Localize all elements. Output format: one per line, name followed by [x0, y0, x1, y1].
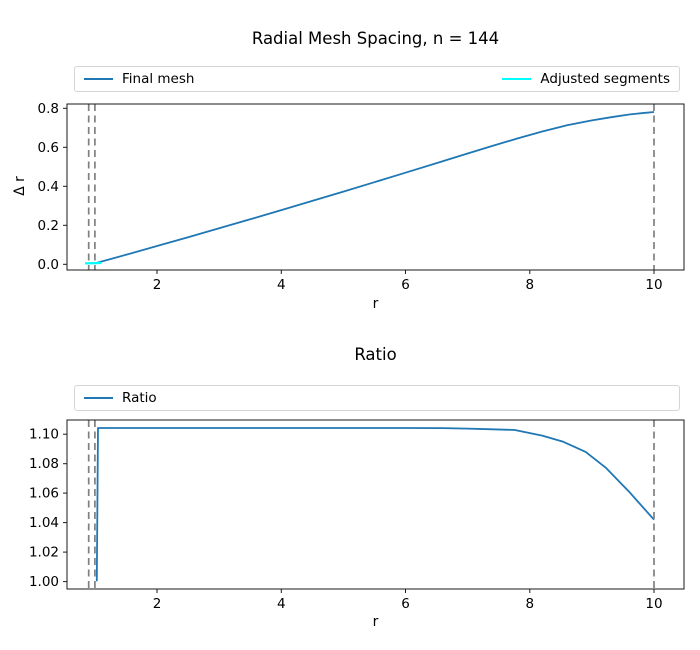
- y-tick-label: 1.02: [29, 545, 59, 561]
- x-tick-label: 4: [277, 596, 286, 612]
- legend-entry-adjusted-segments: Adjusted segments: [502, 71, 670, 87]
- x-tick-label: 8: [526, 277, 535, 293]
- x-tick-label: 2: [153, 596, 162, 612]
- radial-mesh-spacing-plot-area: 2 4 6 8 10 0.0 0.2 0.4 0.6 0.8: [38, 101, 685, 293]
- x-tick-label: 6: [401, 596, 410, 612]
- ratio-plot-area: 2 4 6 8 10 1.00 1.02 1.04 1.06 1.08 1.10: [29, 419, 685, 612]
- y-tick-label: 0.6: [38, 140, 59, 156]
- ratio-legend-label: Ratio: [122, 390, 157, 406]
- ratio-axes-frame: [66, 419, 685, 590]
- x-tick-label: 10: [645, 277, 662, 293]
- bottom-chart-xlabel: r: [372, 614, 379, 630]
- x-tick-label: 10: [645, 596, 662, 612]
- y-tick-label: 0.8: [38, 101, 59, 117]
- y-tick-label: 1.08: [29, 456, 59, 472]
- legend-entry-final-mesh: Final mesh: [84, 71, 194, 87]
- final-mesh-legend-line-icon: [84, 77, 113, 81]
- legend-entry-ratio: Ratio: [84, 390, 157, 406]
- y-tick-label: 0.4: [38, 179, 59, 195]
- y-tick-label: 1.10: [29, 427, 59, 443]
- top-chart-xlabel: r: [372, 296, 379, 312]
- final-mesh-line: [94, 111, 655, 265]
- y-tick-label: 1.00: [29, 574, 59, 590]
- x-tick-label: 4: [277, 277, 286, 293]
- y-tick-label: 1.04: [29, 515, 59, 531]
- bottom-chart-title: Ratio: [354, 345, 397, 364]
- x-tick-label: 2: [153, 277, 162, 293]
- adjusted-segments-legend-label: Adjusted segments: [540, 71, 670, 87]
- ratio-line: [95, 427, 655, 582]
- y-tick-label: 0.2: [38, 218, 59, 234]
- x-tick-label: 6: [401, 277, 410, 293]
- adjusted-segments-legend-line-icon: [502, 77, 532, 81]
- radial-mesh-spacing-axes-frame: [66, 103, 685, 271]
- y-tick-label: 1.06: [29, 486, 59, 502]
- ratio-legend-line-icon: [84, 396, 113, 400]
- y-tick-label: 0.0: [38, 257, 59, 273]
- bottom-legend: Ratio: [74, 385, 680, 411]
- top-legend: Final mesh Adjusted segments: [74, 66, 680, 92]
- x-tick-label: 8: [526, 596, 535, 612]
- final-mesh-legend-label: Final mesh: [122, 71, 195, 87]
- top-chart-title: Radial Mesh Spacing, n = 144: [251, 29, 500, 48]
